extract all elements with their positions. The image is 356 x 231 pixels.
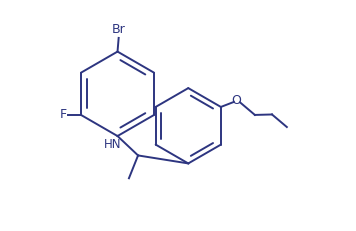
Text: Br: Br [112,23,126,36]
Text: O: O [231,94,241,107]
Text: HN: HN [104,138,121,151]
Text: F: F [59,108,67,122]
